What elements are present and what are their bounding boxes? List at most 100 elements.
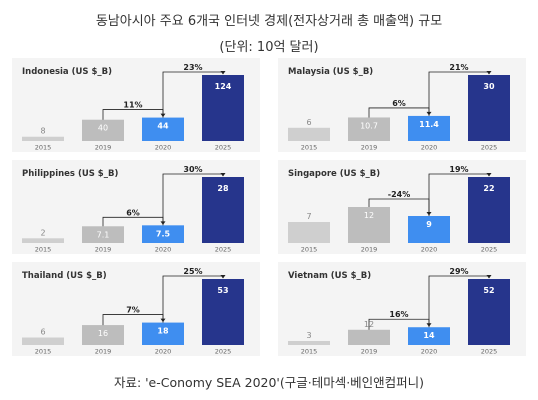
chart-title: Vietnam (US $_B) <box>288 271 371 281</box>
tick-label: 2015 <box>35 348 52 356</box>
tick-label: 2020 <box>421 246 438 254</box>
value-label: 124 <box>215 82 232 91</box>
tick-label: 2025 <box>481 348 498 356</box>
tick-label: 2020 <box>155 348 172 356</box>
value-label: 8 <box>40 127 45 136</box>
country-charts-grid: Indonesia (US $_B) 8 2015 40 2019 44 2020 124 20… <box>12 58 526 356</box>
tick-label: 2020 <box>421 144 438 152</box>
chart-title: Indonesia (US $_B) <box>22 67 112 77</box>
bar-2020 <box>142 117 184 141</box>
bar-2025 <box>202 75 244 141</box>
bar-2015 <box>288 341 330 345</box>
growth-arrowhead <box>220 275 226 279</box>
bar-2025 <box>202 177 244 243</box>
growth-arrowhead <box>486 173 492 177</box>
value-label: 30 <box>483 82 495 91</box>
growth-label: 7% <box>126 306 140 315</box>
value-label: 7.1 <box>97 230 110 239</box>
chart-title: Singapore (US $_B) <box>288 169 380 179</box>
tick-label: 2020 <box>155 144 172 152</box>
bar-2019 <box>82 325 124 345</box>
growth-label: 21% <box>449 63 468 72</box>
value-label: 7.5 <box>156 229 171 238</box>
value-label: 12 <box>364 211 374 220</box>
tick-label: 2015 <box>301 246 318 254</box>
chart-title: Philippines (US $_B) <box>22 169 118 179</box>
page-title: 동남아시아 주요 6개국 인터넷 경제(전자상거래 총 매출액) 규모 <box>95 14 443 29</box>
value-label: 18 <box>157 327 169 336</box>
growth-label: 29% <box>449 267 468 276</box>
growth-label: 23% <box>183 63 202 72</box>
chart-panel: Indonesia (US $_B) 8 2015 40 2019 44 2020 124 20… <box>12 58 260 152</box>
bar-2019 <box>82 119 124 141</box>
bar-2020 <box>142 225 184 243</box>
bar-2019 <box>348 329 390 345</box>
value-label: 2 <box>40 228 45 237</box>
tick-label: 2025 <box>481 144 498 152</box>
tick-label: 2020 <box>421 348 438 356</box>
value-label: 9 <box>426 220 432 229</box>
value-label: 14 <box>423 331 435 340</box>
growth-label: 19% <box>449 165 468 174</box>
bar-2025 <box>468 177 510 243</box>
growth-arrowhead <box>220 173 226 177</box>
chart-title: Malaysia (US $_B) <box>288 67 373 77</box>
growth-arrowhead <box>486 275 492 279</box>
value-label: 6 <box>306 118 311 127</box>
growth-arrowhead <box>486 71 492 75</box>
value-label: 22 <box>483 184 494 193</box>
chart-panel: Singapore (US $_B) 7 2015 12 2019 9 2020 22 2025… <box>278 160 526 254</box>
bar-2015 <box>288 222 330 243</box>
tick-label: 2015 <box>35 246 52 254</box>
growth-arrowhead <box>220 71 226 75</box>
tick-label: 2019 <box>361 246 378 254</box>
tick-label: 2020 <box>155 246 172 254</box>
charts-svg: Indonesia (US $_B) 8 2015 40 2019 44 2020 124 20… <box>12 58 526 356</box>
growth-label: 11% <box>123 101 142 110</box>
chart-title: Thailand (US $_B) <box>22 271 107 281</box>
value-label: 40 <box>98 124 108 133</box>
tick-label: 2025 <box>215 348 232 356</box>
tick-label: 2019 <box>361 144 378 152</box>
value-label: 53 <box>217 286 228 295</box>
chart-panel: Philippines (US $_B) 2 2015 7.1 2019 7.5 2020 2… <box>12 160 260 254</box>
tick-label: 2015 <box>301 348 318 356</box>
value-label: 52 <box>483 286 494 295</box>
growth-label: 16% <box>389 310 408 319</box>
value-label: 16 <box>98 329 108 338</box>
bar-2020 <box>408 216 450 243</box>
unit-subtitle: (단위: 10억 달러) <box>219 40 319 55</box>
growth-label: 6% <box>392 99 406 108</box>
growth-label: 25% <box>183 267 202 276</box>
tick-label: 2019 <box>95 348 112 356</box>
bar-2015 <box>288 127 330 141</box>
bar-2019 <box>348 207 390 243</box>
bar-2020 <box>142 322 184 345</box>
growth-label: -24% <box>388 190 410 199</box>
source-note: 자료: 'e-Conomy SEA 2020'(구글·테마섹·베인앤컴퍼니) <box>113 375 425 390</box>
value-label: 6 <box>40 328 45 337</box>
bar-2015 <box>22 337 64 345</box>
value-label: 28 <box>217 184 229 193</box>
tick-label: 2015 <box>35 144 52 152</box>
tick-label: 2019 <box>95 246 112 254</box>
bar-2019 <box>348 117 390 141</box>
chart-panel: Vietnam (US $_B)320151220191420205220251… <box>278 262 526 356</box>
tick-label: 2025 <box>215 246 232 254</box>
tick-label: 2025 <box>215 144 232 152</box>
bar-2025 <box>468 279 510 345</box>
tick-label: 2015 <box>301 144 318 152</box>
bar-2020 <box>408 115 450 141</box>
chart-panel: Thailand (US $_B) 6 2015 16 2019 18 2020 53 2025… <box>12 262 260 356</box>
bar-2015 <box>22 238 64 243</box>
growth-label: 30% <box>183 165 202 174</box>
value-label: 3 <box>306 331 311 340</box>
value-label: 11.4 <box>419 120 439 129</box>
growth-label: 6% <box>126 208 140 217</box>
tick-label: 2025 <box>481 246 498 254</box>
value-label: 7 <box>306 212 311 221</box>
tick-label: 2019 <box>361 348 378 356</box>
bar-2025 <box>202 279 244 345</box>
bar-2019 <box>82 226 124 243</box>
tick-label: 2019 <box>95 144 112 152</box>
